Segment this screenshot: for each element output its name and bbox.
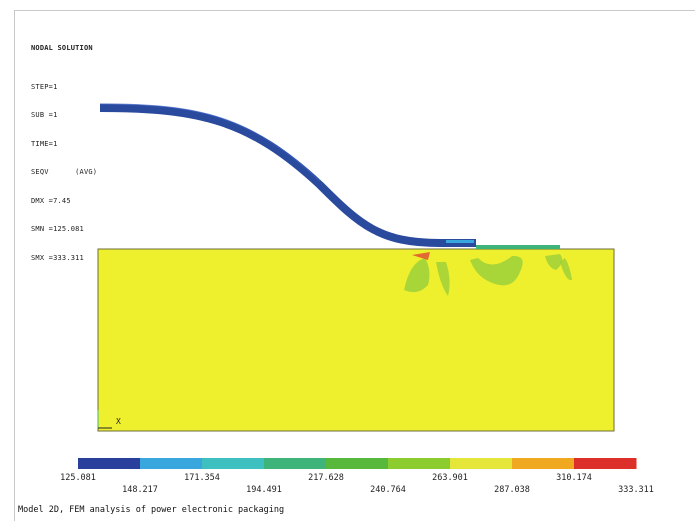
plot-caption: Model 2D, FEM analysis of power electron…	[18, 505, 285, 515]
legend-swatch	[202, 458, 265, 469]
legend-swatch	[140, 458, 203, 469]
legend-value: 148.217	[122, 485, 158, 495]
svg-text:X: X	[116, 417, 121, 426]
solution-info: NODAL SOLUTION STEP=1 SUB =1 TIME=1 SEQV…	[31, 25, 97, 273]
coordinate-triad: X	[97, 410, 121, 429]
info-dmx: DMX =7.45	[31, 196, 71, 205]
legend-value: 217.628	[308, 473, 344, 483]
info-time: TIME=1	[31, 139, 58, 148]
legend-swatch	[574, 458, 637, 469]
legend-swatch	[326, 458, 389, 469]
legend-swatch	[512, 458, 575, 469]
info-seqv: SEQV (AVG)	[31, 168, 98, 176]
bond-wire-highlight	[99, 103, 321, 182]
legend-value: 125.081	[60, 473, 96, 483]
legend-color-bar	[78, 458, 637, 469]
legend-value: 263.901	[432, 473, 468, 483]
legend-value: 310.174	[556, 473, 592, 483]
legend-swatch	[388, 458, 451, 469]
solution-title: NODAL SOLUTION	[31, 44, 93, 52]
stress-region	[560, 258, 572, 281]
legend-swatch	[450, 458, 513, 469]
info-step: STEP=1	[31, 82, 58, 91]
bond-wire	[99, 104, 476, 247]
legend-value: 240.764	[370, 485, 406, 495]
substrate-block	[97, 248, 615, 432]
stress-region	[545, 254, 563, 270]
substrate-top-strip	[476, 245, 560, 249]
legend-value: 333.311	[618, 485, 654, 495]
stress-region	[436, 262, 450, 296]
legend-value: 171.354	[184, 473, 220, 483]
wire-foot-edge	[446, 240, 474, 243]
info-smn: SMN =125.081	[31, 225, 84, 233]
legend-value: 287.038	[494, 485, 530, 495]
stress-region	[470, 255, 523, 286]
info-smx: SMX =333.311	[31, 253, 84, 262]
stress-region	[404, 258, 430, 293]
legend-swatch	[264, 458, 327, 469]
stress-regions	[404, 252, 572, 296]
stress-region	[412, 252, 430, 260]
info-sub: SUB =1	[31, 111, 58, 119]
legend-value: 194.491	[246, 485, 282, 495]
legend-swatch	[78, 458, 141, 469]
